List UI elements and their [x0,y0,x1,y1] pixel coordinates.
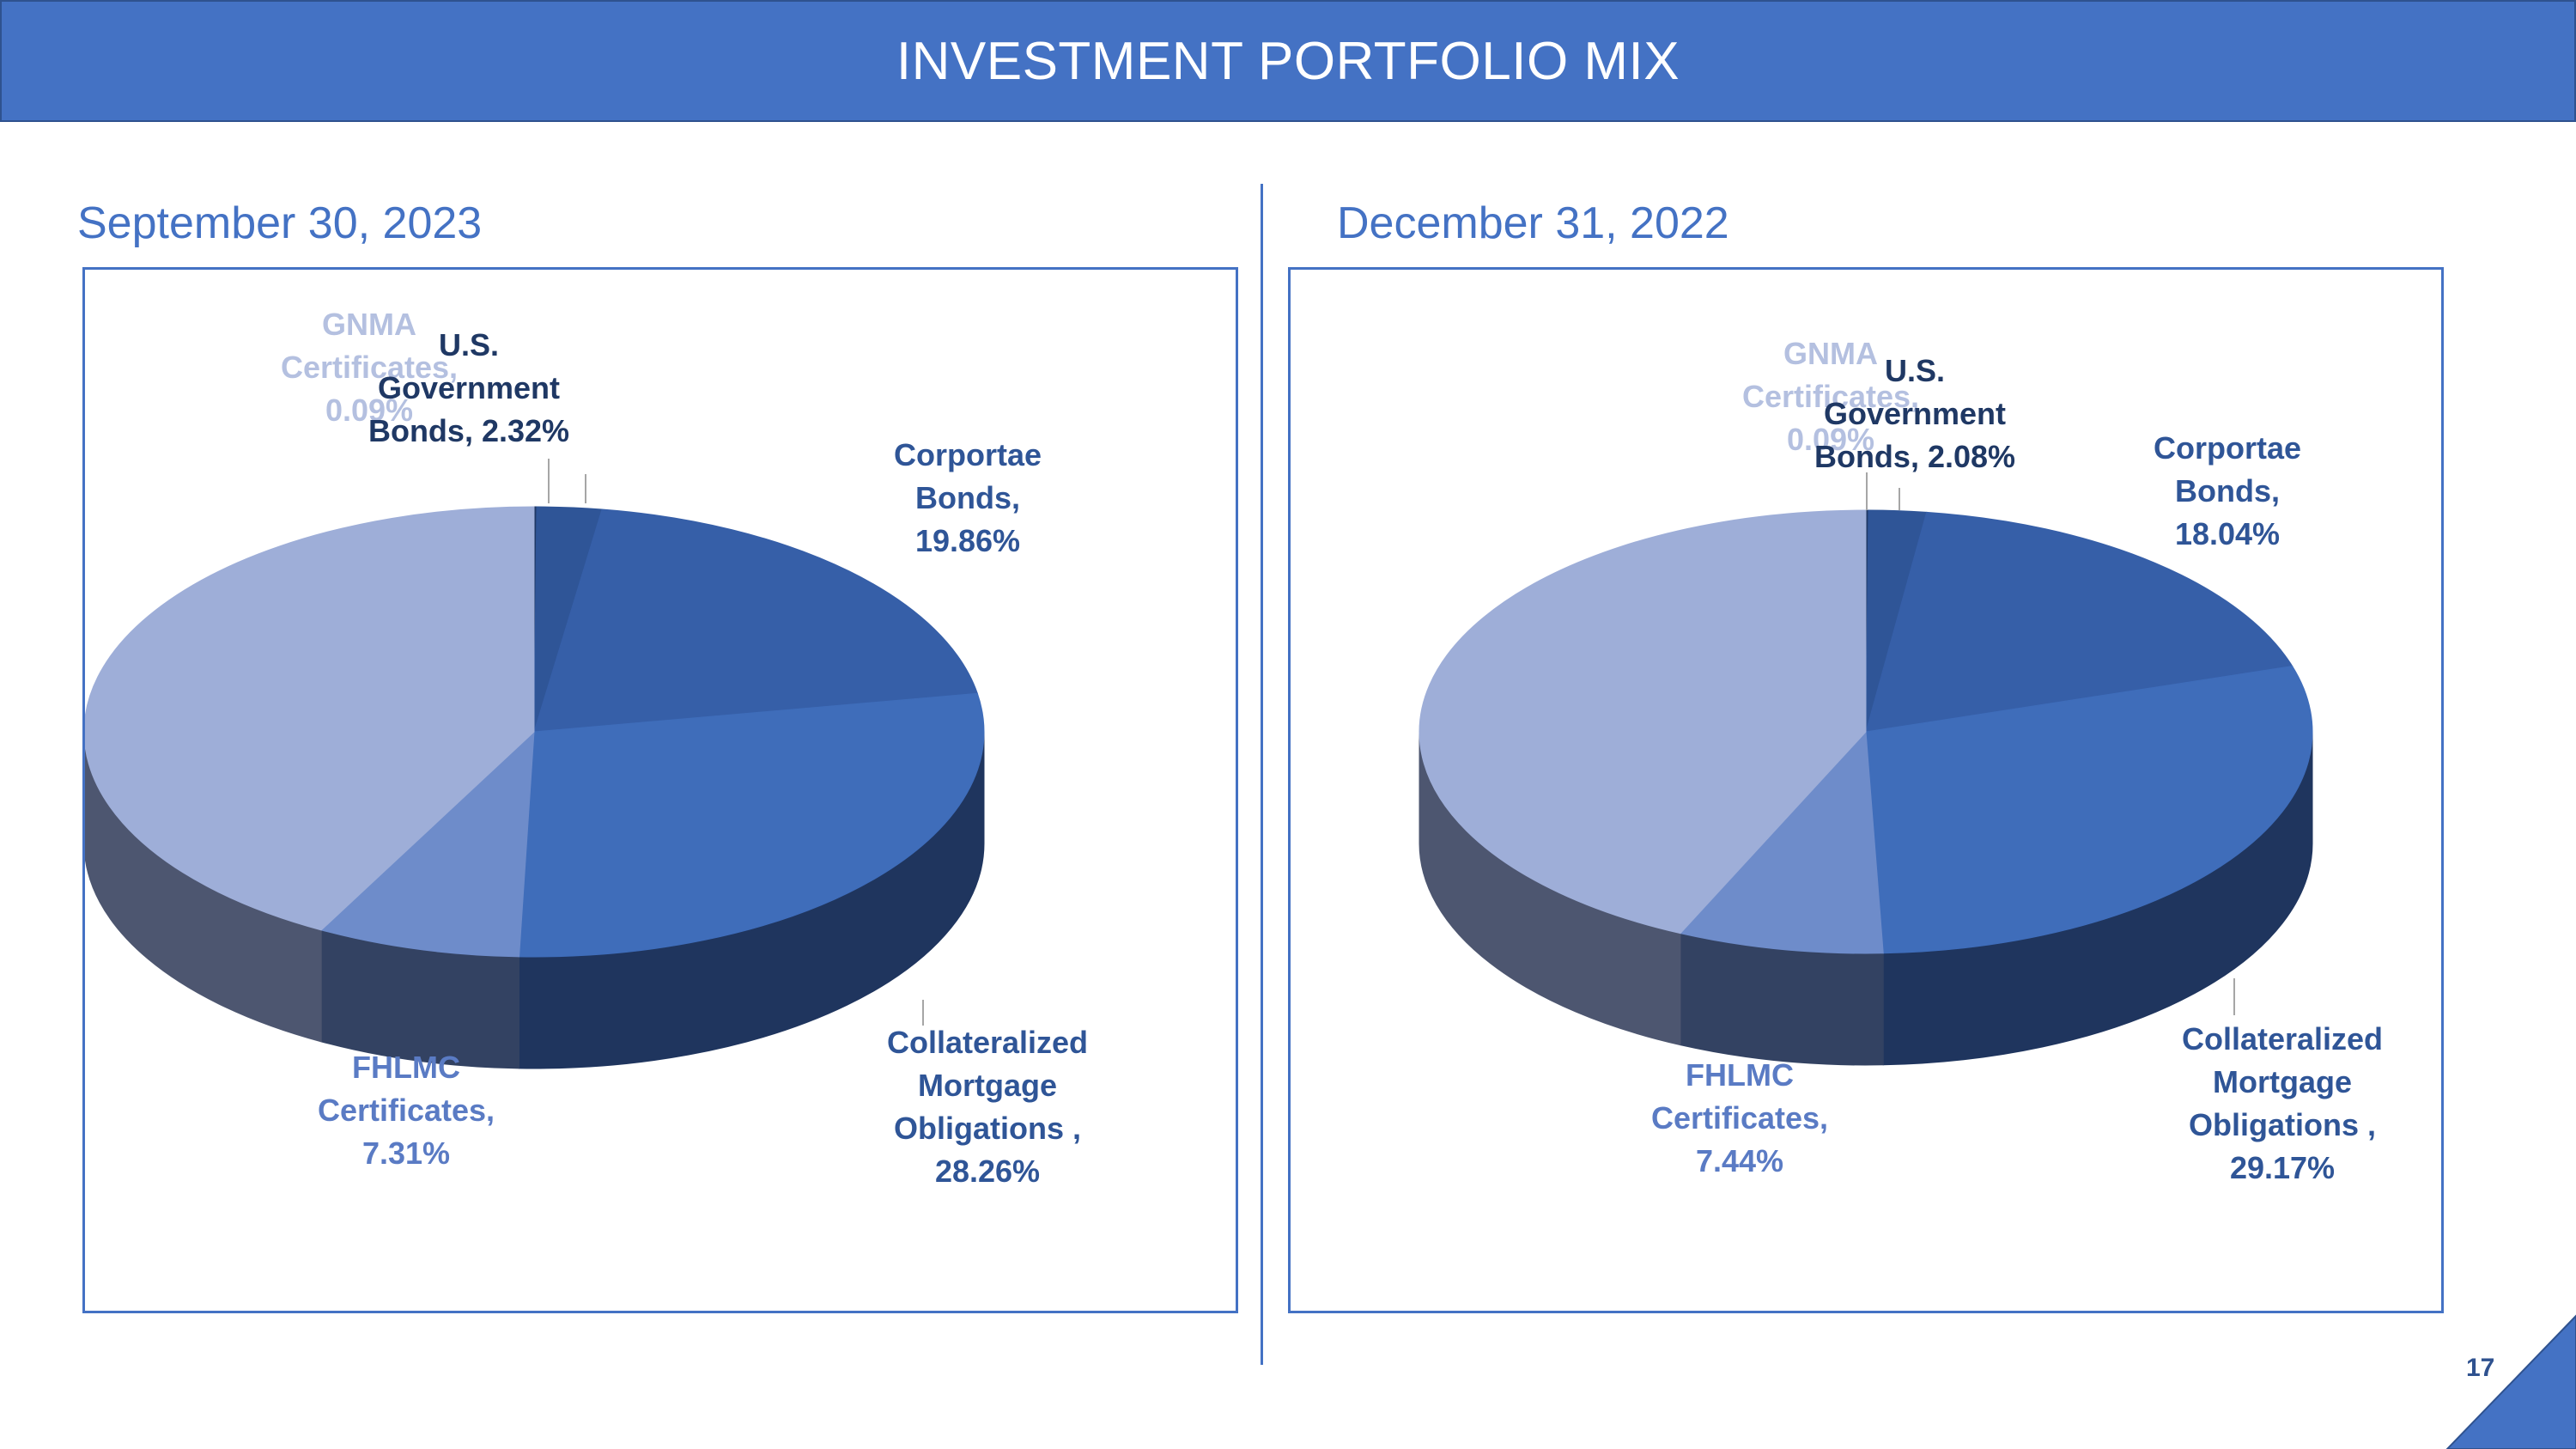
panel-heading-dec-2022: December 31, 2022 [1337,198,1729,248]
data-label-cmo: Collateralized Mortgage Obligations , 28.26… [887,1025,1088,1189]
page-corner-triangle [2445,1314,2576,1449]
pie-slice-other [85,506,535,931]
pie-slice-corporate-bonds [533,508,978,733]
data-label-cmo: Collateralized Mortgage Obligations , 29.17… [2182,1021,2383,1185]
pie-slice-corporate-bonds [1865,511,2293,733]
pie-chart-sep-2023: GNMA Certificates, 0.09%U.S. Government Bond… [85,307,1088,1189]
data-label-us-gov-bonds: U.S. Government Bonds, 2.08% [1814,353,2015,474]
page-title: INVESTMENT PORTFOLIO MIX [896,31,1680,91]
data-label-fhlmc: FHLMC Certificates, 7.44% [1651,1057,1828,1178]
page-number: 17 [2466,1354,2495,1382]
pie-slice-cmo [1865,665,2313,954]
pie-slice-other [1419,509,1867,935]
data-label-gnma: GNMA Certificates, 0.09% [281,307,458,428]
pie-chart-dec-2022: GNMA Certificates, 0.09%U.S. Government Bond… [1419,336,2383,1185]
title-bar: INVESTMENT PORTFOLIO MIX [0,0,2576,122]
data-label-corporate-bonds: Corportae Bonds, 19.86% [894,437,1042,558]
data-label-corporate-bonds: Corportae Bonds, 18.04% [2154,430,2301,551]
pie-slice-cmo [519,692,985,958]
pie-slice-fhlmc [320,730,535,958]
data-label-gnma: GNMA Certificates, 0.09% [1742,336,1919,457]
panel-heading-sep-2023: September 30, 2023 [77,198,483,248]
pie-chart-panel-sep-2023: GNMA Certificates, 0.09% U.S. Government Bond… [82,267,1238,1313]
pie-chart-panel-dec-2022: GNMA Certificates, 0.09% U.S. Government Bond… [1288,267,2444,1313]
data-label-us-gov-bonds: U.S. Government Bonds, 2.32% [368,327,569,448]
pie-slice-fhlmc [1679,730,1884,954]
panel-divider [1261,184,1263,1365]
data-label-fhlmc: FHLMC Certificates, 7.31% [318,1050,495,1171]
